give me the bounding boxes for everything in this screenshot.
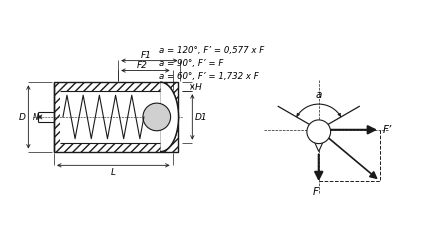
- Text: H: H: [194, 83, 201, 92]
- Text: F2: F2: [137, 61, 148, 70]
- Circle shape: [143, 104, 170, 131]
- Text: L: L: [111, 168, 116, 177]
- Text: F1: F1: [141, 51, 152, 60]
- Circle shape: [307, 120, 330, 144]
- Text: a = 60°, F’ = 1,732 x F: a = 60°, F’ = 1,732 x F: [159, 71, 259, 80]
- Text: a = 90°, F’ = F: a = 90°, F’ = F: [159, 58, 223, 67]
- Text: F’: F’: [383, 124, 392, 134]
- Text: N: N: [33, 113, 38, 122]
- Polygon shape: [161, 83, 178, 152]
- Text: D1: D1: [194, 113, 207, 122]
- Text: a = 120°, F’ = 0,577 x F: a = 120°, F’ = 0,577 x F: [159, 46, 264, 55]
- Bar: [60, 92, 173, 143]
- Text: D: D: [18, 113, 25, 122]
- Polygon shape: [311, 134, 327, 152]
- Text: a: a: [316, 90, 322, 100]
- Bar: [54, 83, 178, 152]
- Text: F: F: [313, 186, 319, 196]
